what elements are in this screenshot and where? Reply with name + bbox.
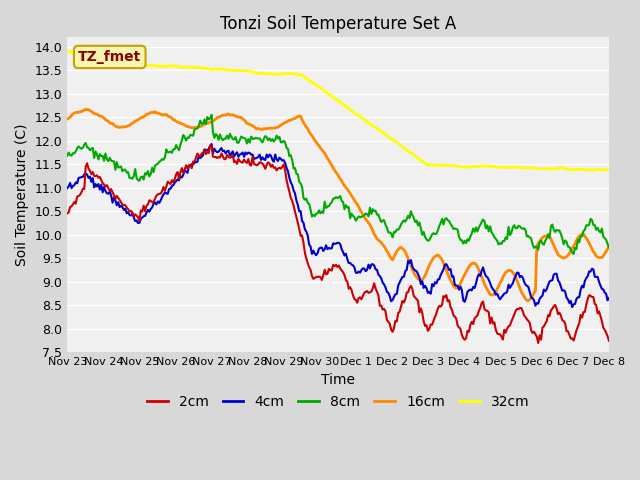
8cm	[532, 244, 540, 250]
8cm	[570, 251, 577, 257]
16cm	[605, 243, 612, 249]
8cm	[604, 241, 611, 247]
2cm	[604, 333, 611, 339]
2cm	[605, 338, 612, 344]
8cm	[208, 112, 216, 118]
Line: 16cm: 16cm	[67, 109, 609, 300]
2cm	[534, 340, 542, 346]
4cm	[605, 295, 612, 301]
32cm	[591, 168, 598, 173]
8cm	[605, 244, 612, 250]
Y-axis label: Soil Temperature (C): Soil Temperature (C)	[15, 123, 29, 266]
4cm	[344, 256, 351, 262]
2cm	[99, 180, 106, 186]
Legend: 2cm, 4cm, 8cm, 16cm, 32cm: 2cm, 4cm, 8cm, 16cm, 32cm	[141, 389, 535, 415]
4cm	[63, 185, 71, 191]
32cm	[449, 162, 457, 168]
8cm	[344, 204, 351, 210]
4cm	[208, 141, 216, 147]
4cm	[99, 190, 106, 195]
32cm	[530, 166, 538, 171]
16cm	[83, 107, 91, 112]
16cm	[344, 186, 351, 192]
16cm	[533, 243, 541, 249]
32cm	[82, 52, 90, 58]
2cm	[532, 331, 540, 337]
16cm	[525, 298, 532, 303]
8cm	[82, 140, 90, 146]
2cm	[451, 314, 459, 320]
Title: Tonzi Soil Temperature Set A: Tonzi Soil Temperature Set A	[220, 15, 456, 33]
Line: 2cm: 2cm	[67, 145, 609, 343]
16cm	[100, 115, 108, 121]
Line: 32cm: 32cm	[67, 51, 609, 170]
16cm	[451, 285, 459, 290]
32cm	[63, 48, 71, 54]
16cm	[604, 246, 611, 252]
4cm	[568, 304, 576, 310]
32cm	[99, 56, 106, 61]
Text: TZ_fmet: TZ_fmet	[78, 50, 141, 64]
2cm	[206, 143, 214, 148]
4cm	[82, 171, 90, 177]
32cm	[605, 167, 612, 173]
8cm	[99, 153, 106, 159]
Line: 8cm: 8cm	[67, 115, 609, 254]
2cm	[82, 164, 90, 169]
4cm	[532, 303, 540, 309]
2cm	[63, 211, 71, 216]
X-axis label: Time: Time	[321, 372, 355, 387]
32cm	[602, 167, 610, 172]
16cm	[63, 116, 71, 122]
4cm	[604, 298, 611, 303]
8cm	[63, 153, 71, 159]
16cm	[82, 106, 90, 112]
32cm	[342, 104, 349, 110]
Line: 4cm: 4cm	[67, 144, 609, 307]
2cm	[344, 279, 351, 285]
4cm	[451, 282, 459, 288]
8cm	[451, 226, 459, 231]
